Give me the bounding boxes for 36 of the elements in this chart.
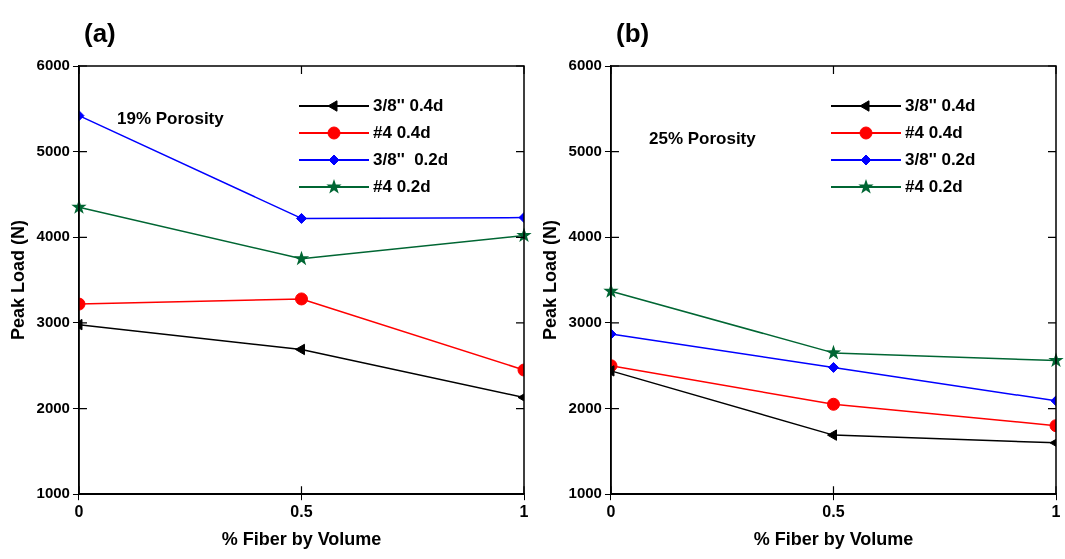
y-tick-label: 1000 [568,484,602,502]
legend-label: #4 0.4d [373,122,431,142]
y-tick-label: 5000 [36,141,70,159]
y-tick-label: 2000 [36,398,70,416]
legend-label: 3/8'' 0.4d [373,95,444,115]
x-axis-title: % Fiber by Volume [221,529,382,550]
chart-title: (b) [615,18,650,49]
x-tick-label: 0 [606,503,616,521]
point [825,344,842,360]
x-tick-label: 0.5 [822,503,845,521]
x-tick-label: 1 [1051,503,1061,521]
y-tick-label: 5000 [568,141,602,159]
x-tick-label: 0.5 [290,503,313,521]
y-tick-label: 6000 [568,56,602,74]
x-tick-label: 0 [74,503,84,521]
legend-label: #4 0.2d [373,176,431,196]
y-axis-title: Peak Load (N) [539,220,560,341]
y-tick-label: 4000 [568,227,602,245]
legend-label: 3/8'' 0.2d [373,149,449,169]
point [293,250,310,266]
legend-label: #4 0.2d [905,176,963,196]
legend-label: #4 0.4d [905,122,963,142]
legend-label: 3/8'' 0.2d [905,149,976,169]
legend-label: 3/8'' 0.4d [905,95,976,115]
annotation: 19% Porosity [116,108,225,128]
annotation: 25% Porosity [648,128,757,148]
y-tick-label: 6000 [36,56,70,74]
x-tick-label: 1 [519,503,529,521]
y-tick-label: 4000 [36,227,70,245]
y-tick-label: 2000 [568,398,602,416]
y-axis-title: Peak Load (N) [7,220,28,341]
y-tick-label: 3000 [36,313,70,331]
y-tick-label: 1000 [36,484,70,502]
x-axis-title: % Fiber by Volume [753,529,914,550]
y-tick-label: 3000 [568,313,602,331]
chart-title: (a) [83,18,116,49]
